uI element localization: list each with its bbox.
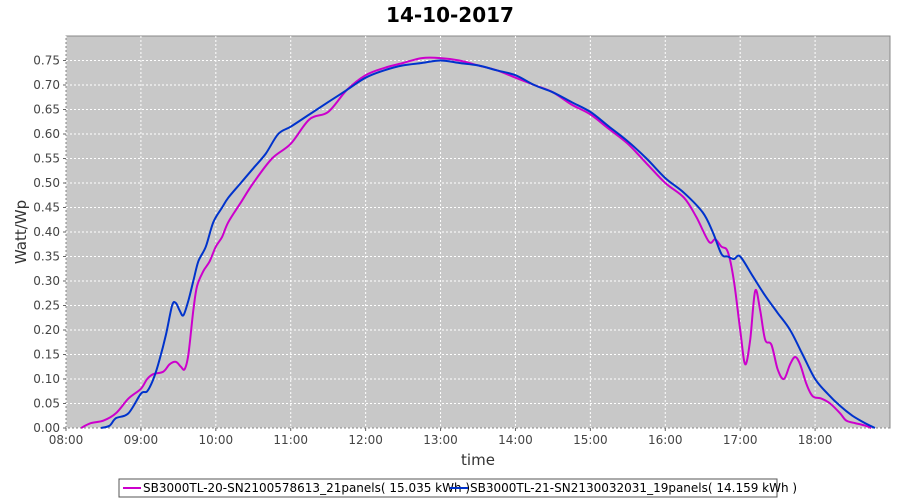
y-tick-label: 0.55 [33, 152, 60, 166]
x-tick-label: 13:00 [423, 433, 458, 447]
y-tick-label: 0.60 [33, 127, 60, 141]
grid-lines [65, 36, 890, 429]
y-tick-label: 0.10 [33, 372, 60, 386]
x-tick-label: 09:00 [124, 433, 159, 447]
series-lines [80, 56, 876, 429]
legend-entry-series-1: SB3000TL-20-SN2100578613_21panels( 15.03… [143, 481, 470, 495]
y-tick-label: 0.25 [33, 299, 60, 313]
y-tick-label: 0.30 [33, 274, 60, 288]
y-tick-label: 0.15 [33, 348, 60, 362]
x-tick-label: 18:00 [798, 433, 833, 447]
y-tick-label: 0.40 [33, 225, 60, 239]
x-tick-label: 17:00 [723, 433, 758, 447]
x-tick-label: 16:00 [648, 433, 683, 447]
y-axis-label: Watt/Wp [12, 200, 30, 264]
series-line-1 [80, 56, 872, 429]
x-tick-label: 15:00 [573, 433, 608, 447]
series-line-2 [100, 59, 876, 429]
x-tick-label: 12:00 [348, 433, 383, 447]
y-tick-label: 0.45 [33, 201, 60, 215]
chart-title: 14-10-2017 [386, 3, 514, 27]
y-tick-label: 0.20 [33, 323, 60, 337]
legend-entry-series-2: SB3000TL-21-SN2130032031_19panels( 14.15… [470, 481, 797, 495]
legend-box [118, 478, 778, 498]
y-tick-label: 0.35 [33, 250, 60, 264]
y-tick-label: 0.70 [33, 78, 60, 92]
x-axis-label: time [461, 451, 495, 469]
x-tick-label: 11:00 [273, 433, 308, 447]
y-tick-label: 0.00 [33, 421, 60, 435]
axis-ticks: 0.00 0.05 0.10 0.15 0.20 0.25 0.30 0.35 0.40 0.45… [33, 54, 832, 448]
x-tick-label: 10:00 [199, 433, 234, 447]
x-tick-label: 08:00 [49, 433, 84, 447]
y-tick-label: 0.65 [33, 103, 60, 117]
y-tick-label: 0.05 [33, 397, 60, 411]
legend: SB3000TL-20-SN2100578613_21panels( 15.03… [118, 478, 797, 498]
x-tick-label: 14:00 [498, 433, 533, 447]
y-tick-label: 0.75 [33, 54, 60, 68]
y-tick-label: 0.50 [33, 176, 60, 190]
